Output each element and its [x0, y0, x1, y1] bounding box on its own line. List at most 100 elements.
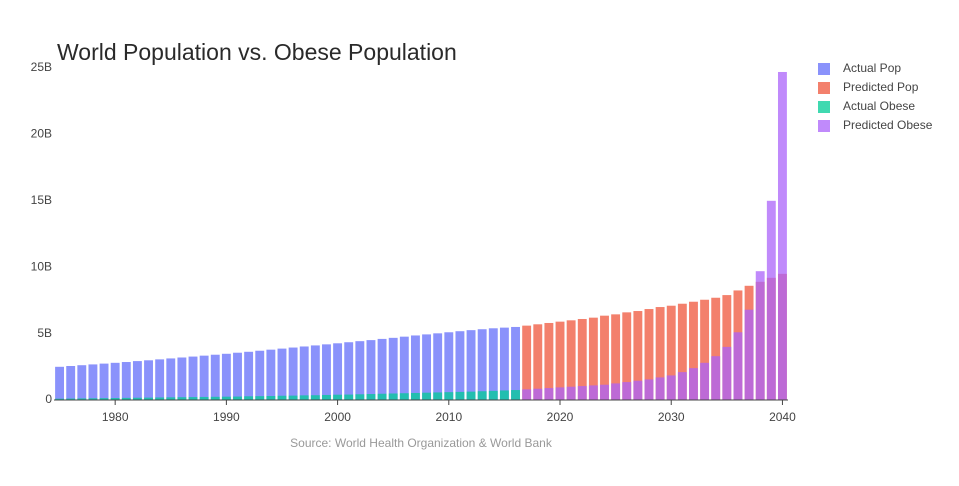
bar: [99, 398, 109, 400]
bar: [377, 393, 387, 400]
bar: [322, 344, 331, 400]
bar: [266, 396, 276, 400]
bar: [755, 271, 765, 400]
bar: [600, 384, 609, 400]
bar: [466, 391, 476, 400]
bar: [689, 301, 698, 400]
bar: [277, 395, 287, 400]
bar: [299, 346, 309, 400]
bar: [344, 394, 354, 400]
bar: [310, 395, 320, 400]
bar: [555, 387, 565, 400]
bar: [499, 390, 509, 400]
bar: [499, 327, 509, 400]
bar: [277, 348, 287, 400]
bar: [77, 365, 87, 400]
legend-label: Actual Pop: [843, 61, 901, 75]
bar: [711, 297, 721, 400]
bar: [744, 309, 754, 400]
y-tick-label: 0: [45, 392, 52, 406]
bar: [488, 390, 498, 400]
chart-title: World Population vs. Obese Population: [57, 39, 457, 65]
bar: [622, 312, 632, 400]
bar: [655, 307, 665, 400]
bar: [333, 394, 343, 400]
legend-label: Actual Obese: [843, 99, 915, 113]
bar: [666, 375, 676, 400]
bar: [388, 337, 398, 400]
bar: [422, 334, 432, 400]
bar: [366, 340, 376, 400]
bar: [644, 309, 654, 400]
bar: [666, 305, 676, 400]
bar: [477, 329, 487, 400]
bar: [77, 398, 87, 400]
bar: [588, 317, 598, 400]
y-tick-label: 10B: [31, 259, 52, 273]
x-tick-label: 1990: [213, 410, 240, 424]
bar: [777, 71, 787, 400]
bar: [588, 385, 598, 400]
bar: [266, 349, 276, 400]
bar: [522, 389, 532, 400]
bar: [132, 397, 142, 400]
x-tick-label: 2030: [658, 410, 685, 424]
bar: [410, 392, 420, 400]
bar: [600, 315, 609, 400]
bar: [255, 350, 265, 400]
bar: [633, 311, 643, 400]
bar: [210, 354, 220, 400]
bar: [722, 346, 732, 400]
bar: [577, 318, 587, 400]
bar: [766, 200, 776, 400]
legend-label: Predicted Pop: [843, 80, 919, 94]
bar: [210, 396, 220, 400]
bar: [644, 379, 654, 400]
bar: [488, 328, 498, 400]
legend-swatch: [818, 82, 830, 94]
bar: [66, 398, 76, 400]
x-tick-label: 2040: [769, 410, 796, 424]
bar: [233, 352, 242, 400]
bar: [310, 345, 320, 400]
bar: [88, 364, 98, 400]
bar: [333, 343, 343, 400]
bar: [199, 355, 209, 400]
bar: [155, 397, 165, 400]
bar: [444, 332, 454, 400]
legend-swatch: [818, 63, 830, 75]
bar: [533, 324, 543, 400]
bar: [422, 392, 432, 400]
bar: [399, 336, 409, 400]
bar: [511, 326, 520, 400]
bar: [700, 362, 710, 400]
bar: [221, 353, 231, 400]
bar: [144, 397, 153, 400]
bar: [444, 392, 454, 400]
bar: [55, 366, 65, 400]
bar: [155, 359, 165, 400]
bar: [188, 356, 198, 400]
bar: [566, 320, 576, 400]
bar: [366, 394, 376, 400]
bar: [655, 377, 665, 400]
bar: [177, 397, 187, 400]
bar: [244, 351, 254, 400]
bar: [388, 393, 398, 400]
bar: [144, 360, 153, 400]
bar: [188, 397, 198, 400]
legend-swatch: [818, 120, 830, 132]
bar: [66, 366, 76, 400]
bar: [544, 388, 554, 400]
bar: [110, 362, 120, 400]
bar: [199, 396, 209, 400]
bar: [455, 331, 465, 400]
bar: [288, 395, 298, 400]
bar: [344, 342, 354, 400]
bar: [255, 396, 265, 400]
legend-label: Predicted Obese: [843, 118, 933, 132]
bar: [633, 380, 643, 400]
bar: [166, 397, 176, 400]
